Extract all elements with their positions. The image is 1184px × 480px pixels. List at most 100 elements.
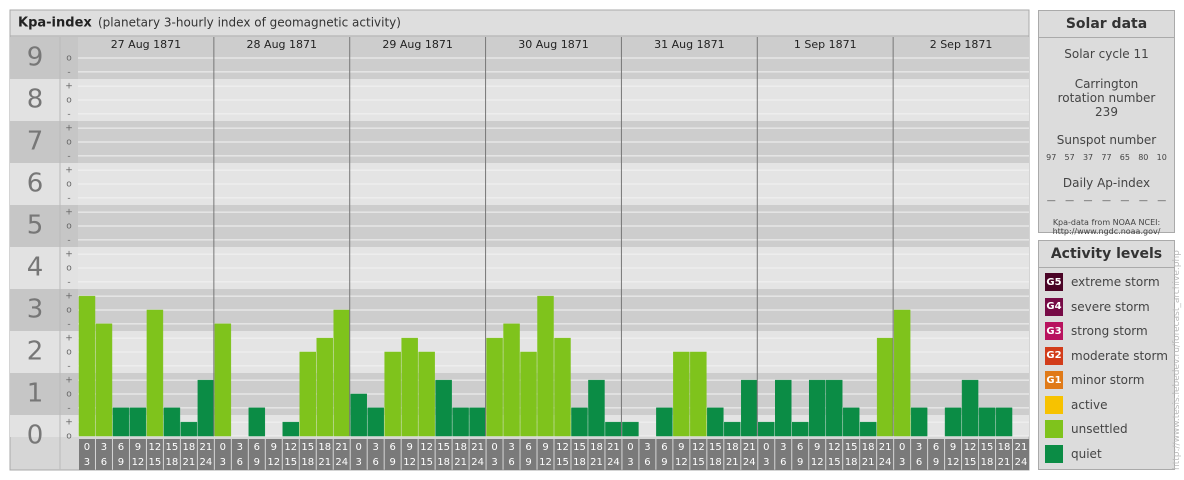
bar bbox=[401, 337, 418, 437]
minor-tick-label: - bbox=[67, 319, 70, 329]
hour-cell bbox=[418, 439, 435, 470]
level-item: G4 severe storm bbox=[1039, 295, 1174, 320]
y-tick-label: 9 bbox=[27, 43, 44, 73]
bar bbox=[214, 323, 232, 437]
minor-tick-label: + bbox=[65, 292, 73, 302]
hour-label: 21 bbox=[743, 442, 756, 453]
bar bbox=[180, 421, 198, 437]
hour-label: 9 bbox=[406, 442, 412, 453]
carrington: Carrington rotation number 239 bbox=[1057, 77, 1156, 119]
hour-label: 3 bbox=[763, 457, 769, 468]
hour-label: 15 bbox=[284, 457, 297, 468]
hour-label: 18 bbox=[318, 442, 331, 453]
hour-label: 9 bbox=[542, 442, 548, 453]
bar bbox=[995, 407, 1013, 437]
hour-label: 3 bbox=[84, 457, 90, 468]
hour-cell bbox=[367, 439, 384, 470]
hour-cell bbox=[894, 439, 911, 470]
minor-tick-label: + bbox=[65, 82, 73, 92]
hour-label: 21 bbox=[1015, 442, 1028, 453]
hour-cell bbox=[469, 439, 486, 470]
hour-cell bbox=[401, 439, 418, 470]
hour-label: 9 bbox=[135, 442, 141, 453]
hour-cell bbox=[95, 439, 112, 470]
hour-cell bbox=[707, 439, 724, 470]
y-tick-label: 4 bbox=[27, 253, 44, 283]
bar bbox=[622, 421, 639, 437]
hour-label: 21 bbox=[862, 457, 875, 468]
hour-label: 6 bbox=[373, 457, 379, 468]
bar bbox=[418, 351, 435, 437]
hour-label: 24 bbox=[879, 457, 892, 468]
hour-label: 3 bbox=[356, 457, 362, 468]
hour-cell bbox=[877, 439, 894, 470]
minor-tick-label: o bbox=[66, 54, 72, 64]
hour-label: 9 bbox=[389, 457, 395, 468]
hour-label: 24 bbox=[1015, 457, 1028, 468]
bar bbox=[384, 351, 401, 437]
hour-label: 9 bbox=[950, 442, 956, 453]
level-label: moderate storm bbox=[1071, 348, 1168, 363]
hour-label: 9 bbox=[797, 457, 803, 468]
bar bbox=[859, 421, 877, 437]
bar bbox=[758, 421, 775, 437]
hour-cell bbox=[843, 439, 860, 470]
hour-label: 21 bbox=[879, 442, 892, 453]
minor-tick-label: - bbox=[67, 193, 70, 203]
hour-label: 3 bbox=[644, 442, 650, 453]
hour-label: 21 bbox=[318, 457, 331, 468]
solar-cycle: Solar cycle 11 bbox=[1064, 47, 1149, 61]
hour-label: 18 bbox=[573, 457, 586, 468]
hour-label: 12 bbox=[828, 442, 841, 453]
minor-tick-label: o bbox=[66, 222, 72, 232]
hour-cell bbox=[537, 439, 554, 470]
hour-label: 12 bbox=[556, 442, 569, 453]
y-tick-label: 3 bbox=[27, 295, 44, 325]
bar bbox=[741, 379, 758, 437]
hour-cell bbox=[622, 439, 639, 470]
hour-label: 18 bbox=[862, 442, 875, 453]
bar bbox=[876, 337, 894, 437]
hour-cell bbox=[112, 439, 129, 470]
hour-label: 0 bbox=[491, 442, 497, 453]
hour-label: 9 bbox=[254, 457, 260, 468]
hour-cell bbox=[911, 439, 928, 470]
level-swatch: G3 bbox=[1045, 322, 1063, 341]
level-label: minor storm bbox=[1071, 373, 1145, 388]
minor-tick-label: o bbox=[66, 264, 72, 274]
bar bbox=[842, 407, 860, 437]
day-label: 30 Aug 1871 bbox=[518, 38, 588, 51]
hour-label: 24 bbox=[607, 457, 620, 468]
day-label: 28 Aug 1871 bbox=[247, 38, 317, 51]
bar bbox=[554, 337, 571, 437]
hour-label: 12 bbox=[149, 442, 162, 453]
level-swatch: G4 bbox=[1045, 297, 1063, 316]
level-item: unsettled bbox=[1039, 417, 1174, 442]
ap-row: — — — — — — — bbox=[1039, 196, 1174, 206]
hour-label: 6 bbox=[101, 457, 107, 468]
hour-label: 18 bbox=[998, 442, 1011, 453]
bar bbox=[571, 407, 588, 437]
level-swatch bbox=[1045, 444, 1063, 463]
bar bbox=[673, 351, 690, 437]
hour-label: 6 bbox=[933, 442, 939, 453]
minor-tick-label: - bbox=[67, 109, 70, 119]
sunspot-number: 65 bbox=[1119, 153, 1130, 162]
hour-label: 21 bbox=[183, 457, 196, 468]
hour-cell bbox=[792, 439, 809, 470]
hour-cell bbox=[1013, 439, 1029, 470]
bar bbox=[520, 351, 537, 437]
hour-cell bbox=[996, 439, 1013, 470]
bar bbox=[78, 295, 96, 437]
hour-cell bbox=[656, 439, 673, 470]
hour-label: 3 bbox=[899, 457, 905, 468]
sunspot-number: 77 bbox=[1101, 153, 1112, 162]
band bbox=[10, 289, 78, 331]
hour-label: 0 bbox=[627, 442, 633, 453]
hour-label: 12 bbox=[675, 457, 688, 468]
level-label: extreme storm bbox=[1071, 275, 1160, 290]
level-swatch: G1 bbox=[1045, 371, 1063, 390]
chart-title: Kpa-index bbox=[18, 16, 92, 31]
hour-cell bbox=[758, 439, 775, 470]
